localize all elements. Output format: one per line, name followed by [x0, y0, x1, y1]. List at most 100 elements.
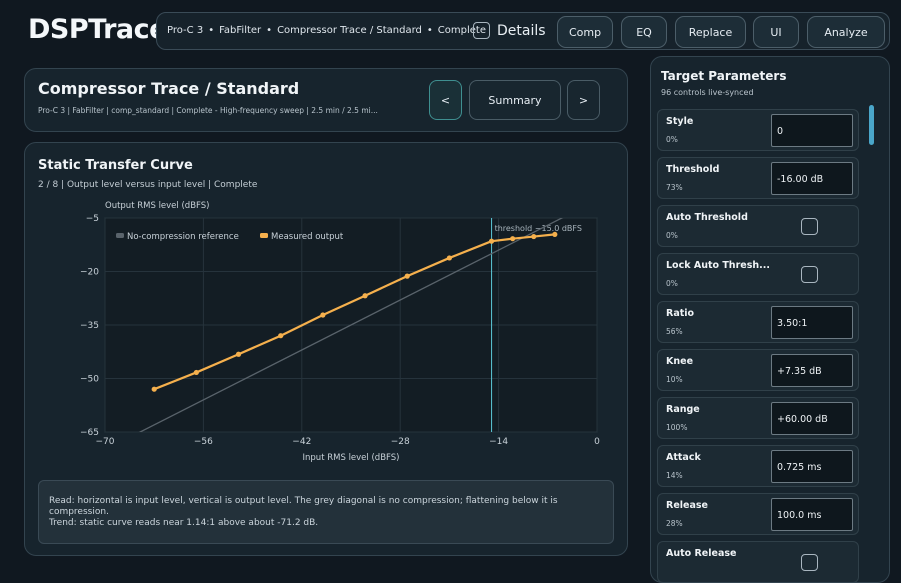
- param-row-knee: Knee 10% +7.35 dB: [657, 349, 859, 391]
- y-tick-label: −65: [80, 428, 99, 438]
- details-toggle[interactable]: Details: [473, 22, 546, 39]
- x-tick-label: −42: [292, 437, 311, 447]
- param-row-auto-threshold: Auto Threshold 0%: [657, 205, 859, 247]
- parameters-title: Target Parameters: [661, 69, 787, 83]
- measured-point: [404, 273, 410, 279]
- param-percent: 14%: [666, 471, 683, 480]
- param-percent: 73%: [666, 183, 683, 192]
- x-axis-label: Input RMS level (dBFS): [303, 453, 400, 463]
- analyze-button[interactable]: Analyze: [807, 16, 885, 48]
- chart-subtitle: 2 / 8 | Output level versus input level …: [38, 180, 258, 190]
- param-name: Style: [666, 116, 694, 127]
- param-value-field[interactable]: 0: [771, 114, 853, 147]
- breadcrumb: Pro-C 3 • FabFilter • Compressor Trace / Sta…: [167, 25, 486, 36]
- measured-point: [193, 369, 199, 376]
- param-row-release: Release 28% 100.0 ms: [657, 493, 859, 535]
- measured-point: [552, 231, 558, 238]
- top-toolbar: Pro-C 3 • FabFilter • Compressor Trace / Sta…: [156, 12, 890, 50]
- breadcrumb-plugin: Pro-C 3: [167, 25, 204, 36]
- measured-point: [362, 293, 368, 299]
- page-title: Compressor Trace / Standard: [38, 79, 300, 98]
- param-name: Knee: [666, 356, 694, 367]
- param-name: Range: [666, 404, 700, 415]
- param-value-field[interactable]: +7.35 dB: [771, 354, 853, 387]
- ui-button[interactable]: UI: [753, 16, 799, 48]
- read-explanation: Read: horizontal is input level, vertica…: [49, 496, 558, 517]
- details-label: Details: [497, 22, 546, 39]
- app-logo: DSPTrace: [28, 14, 167, 45]
- param-checkbox[interactable]: [801, 554, 818, 571]
- target-parameters-panel: Target Parameters 96 controls live-synce…: [650, 56, 890, 583]
- next-button[interactable]: >: [567, 80, 600, 120]
- details-checkbox[interactable]: [473, 22, 490, 39]
- summary-button[interactable]: Summary: [469, 80, 561, 120]
- y-tick-label: −35: [80, 321, 99, 331]
- param-percent: 0%: [666, 279, 678, 288]
- measured-point: [510, 236, 516, 242]
- param-percent: 56%: [666, 327, 683, 336]
- measured-point: [320, 312, 326, 318]
- reference-diagonal: [138, 218, 564, 432]
- measured-point: [446, 255, 452, 261]
- param-percent: 10%: [666, 375, 683, 384]
- param-name: Lock Auto Thresh...: [666, 260, 770, 271]
- param-name: Attack: [666, 452, 701, 463]
- measured-point: [278, 333, 284, 339]
- param-percent: 0%: [666, 135, 678, 144]
- param-percent: 100%: [666, 423, 688, 432]
- comp-button[interactable]: Comp: [557, 16, 613, 48]
- param-row-style: Style 0% 0: [657, 109, 859, 151]
- measured-output-line: [153, 233, 555, 391]
- breadcrumb-vendor: FabFilter: [219, 25, 262, 36]
- param-checkbox[interactable]: [801, 218, 818, 235]
- param-name: Auto Threshold: [666, 212, 748, 223]
- breadcrumb-status: Complete: [437, 25, 486, 36]
- trace-subtitle: Pro-C 3 | FabFilter | comp_standard | Co…: [38, 106, 378, 115]
- x-tick-label: −28: [391, 437, 410, 447]
- param-percent: 0%: [666, 231, 678, 240]
- legend-label-reference: No‑compression reference: [127, 232, 239, 242]
- chart-legend: No‑compression reference Measured output: [116, 232, 344, 242]
- measured-point: [151, 386, 157, 392]
- param-row-threshold: Threshold 73% -16.00 dB: [657, 157, 859, 199]
- legend-swatch-reference: [116, 233, 124, 238]
- trace-header-panel: Compressor Trace / Standard Pro-C 3 | Fa…: [24, 68, 628, 132]
- param-row-ratio: Ratio 56% 3.50:1: [657, 301, 859, 343]
- param-value-field[interactable]: 3.50:1: [771, 306, 853, 339]
- chart-title: Static Transfer Curve: [38, 158, 193, 173]
- eq-button[interactable]: EQ: [621, 16, 667, 48]
- param-name: Threshold: [666, 164, 720, 175]
- transfer-curve-chart: −70 −56 −42 −28 −14 0 −5 −20 −35 −50 −65 Input RMS …: [80, 201, 600, 463]
- y-tick-label: −5: [86, 214, 99, 224]
- param-row-range: Range 100% +60.00 dB: [657, 397, 859, 439]
- chart-read-note: Read: horizontal is input level, vertica…: [38, 480, 614, 544]
- param-value-field[interactable]: 0.725 ms: [771, 450, 853, 483]
- param-percent: 28%: [666, 519, 683, 528]
- legend-swatch-measured: [260, 233, 268, 238]
- plot-series-group: [138, 218, 564, 432]
- param-value-field[interactable]: -16.00 dB: [771, 162, 853, 195]
- breadcrumb-trace: Compressor Trace / Standard: [277, 25, 422, 36]
- param-name: Auto Release: [666, 548, 737, 559]
- param-value-field[interactable]: 100.0 ms: [771, 498, 853, 531]
- measured-point: [235, 351, 242, 357]
- y-tick-label: −50: [80, 375, 99, 385]
- measured-point: [488, 238, 495, 244]
- previous-button[interactable]: <: [429, 80, 462, 120]
- parameters-subtitle: 96 controls live-synced: [661, 88, 754, 97]
- param-checkbox[interactable]: [801, 266, 818, 283]
- param-name: Ratio: [666, 308, 695, 319]
- param-row-auto-release: Auto Release: [657, 541, 859, 582]
- x-tick-label: −56: [194, 437, 213, 447]
- read-trend: Trend: static curve reads near 1.14:1 ab…: [49, 518, 319, 528]
- y-tick-label: −20: [80, 268, 99, 278]
- legend-label-measured: Measured output: [271, 232, 344, 242]
- replace-button[interactable]: Replace: [675, 16, 746, 48]
- parameters-scrollbar[interactable]: [869, 105, 874, 145]
- threshold-label: threshold −15.0 dBFS: [495, 224, 582, 233]
- param-value-field[interactable]: +60.00 dB: [771, 402, 853, 435]
- y-axis-label: Output RMS level (dBFS): [105, 201, 209, 211]
- param-row-attack: Attack 14% 0.725 ms: [657, 445, 859, 487]
- param-row-lock-auto-thresh: Lock Auto Thresh... 0%: [657, 253, 859, 295]
- x-tick-label: −14: [489, 437, 508, 447]
